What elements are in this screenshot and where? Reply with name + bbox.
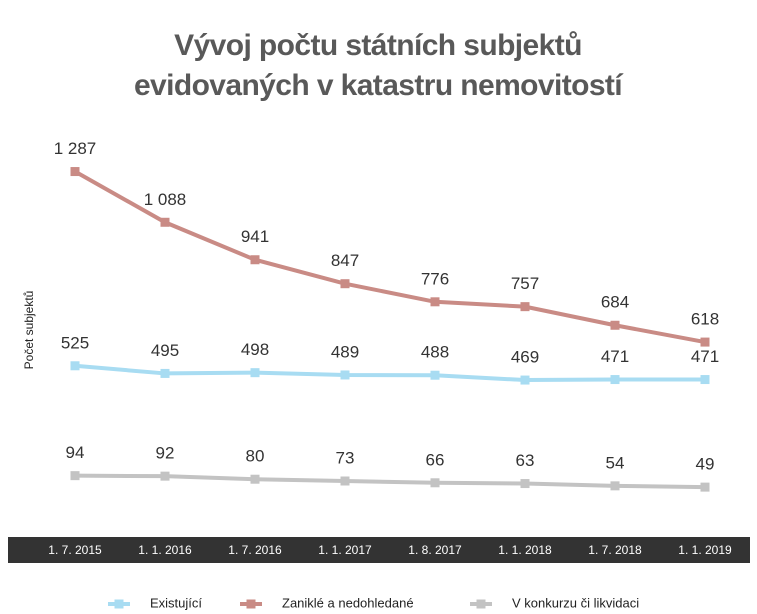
x-axis-band (8, 537, 750, 563)
x-tick-label: 1. 1. 2018 (498, 543, 552, 557)
point-marker (610, 481, 620, 491)
x-tick-label: 1. 1. 2019 (678, 543, 732, 557)
data-label: 757 (511, 274, 539, 293)
data-label: 92 (156, 444, 175, 463)
data-label: 1 287 (54, 139, 97, 158)
point-marker (250, 255, 260, 265)
data-label: 73 (336, 448, 355, 467)
data-label: 471 (691, 347, 719, 366)
legend-marker (114, 599, 124, 609)
series-line (74, 363, 705, 383)
x-tick-label: 1. 8. 2017 (408, 543, 462, 557)
point-marker (430, 478, 440, 488)
point-marker (340, 476, 350, 486)
point-marker (250, 474, 260, 484)
data-label: 488 (421, 343, 449, 362)
legend-marker (246, 599, 256, 609)
point-marker (520, 302, 530, 312)
point-marker (340, 279, 350, 289)
data-label: 471 (601, 347, 629, 366)
legend-label: Existující (150, 595, 202, 610)
point-marker (700, 375, 710, 385)
data-label: 495 (151, 341, 179, 360)
data-label: 63 (516, 451, 535, 470)
point-marker (520, 479, 530, 489)
point-marker (160, 368, 170, 378)
point-marker (160, 217, 170, 227)
data-label: 847 (331, 251, 359, 270)
chart-title: Vývoj počtu státních subjektů evidovanýc… (133, 29, 623, 102)
data-label: 941 (241, 227, 269, 246)
point-marker (340, 370, 350, 380)
point-marker (70, 471, 80, 481)
data-label: 776 (421, 269, 449, 288)
data-label: 469 (511, 348, 539, 367)
data-label: 618 (691, 310, 719, 329)
point-marker (430, 297, 440, 307)
data-label: 684 (601, 293, 629, 312)
data-label: 66 (426, 450, 445, 469)
point-marker (520, 375, 530, 385)
x-tick-label: 1. 7. 2018 (588, 543, 642, 557)
point-marker (430, 370, 440, 380)
data-label: 525 (61, 333, 89, 352)
point-marker (610, 375, 620, 385)
legend-marker (476, 599, 486, 609)
point-marker (250, 368, 260, 378)
point-marker (700, 482, 710, 492)
point-marker (160, 471, 170, 481)
point-marker (70, 361, 80, 371)
data-label: 80 (246, 447, 265, 466)
series-line (74, 473, 706, 490)
point-marker (700, 337, 710, 347)
legend-label: V konkurzu či likvidaci (512, 595, 639, 610)
x-tick-label: 1. 7. 2015 (48, 543, 102, 557)
y-axis-label: Počet subjektů (22, 291, 36, 370)
x-tick-label: 1. 1. 2016 (138, 543, 192, 557)
x-tick-label: 1. 1. 2017 (318, 543, 372, 557)
series-line (74, 169, 706, 345)
legend-label: Zaniklé a nedohledané (282, 595, 414, 610)
data-label: 54 (606, 453, 625, 472)
data-label: 1 088 (144, 190, 187, 209)
point-marker (610, 320, 620, 330)
data-label: 94 (66, 443, 85, 462)
data-label: 49 (696, 455, 715, 474)
data-label: 498 (241, 340, 269, 359)
data-label: 489 (331, 342, 359, 361)
x-tick-label: 1. 7. 2016 (228, 543, 282, 557)
point-marker (70, 167, 80, 177)
